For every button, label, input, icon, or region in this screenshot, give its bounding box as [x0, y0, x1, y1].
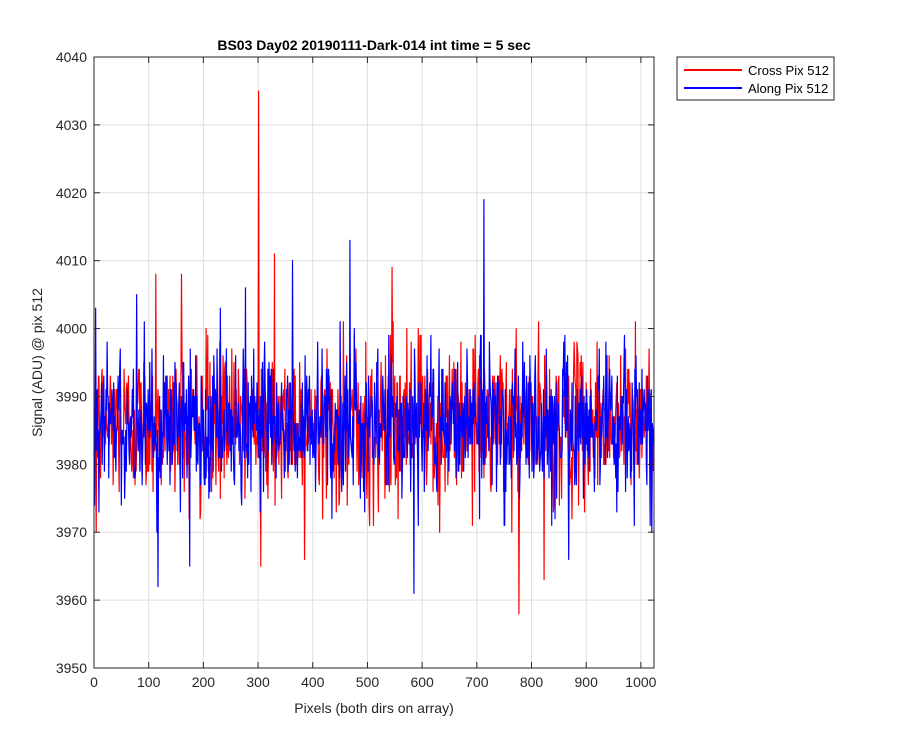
- series-line-along-pix-512: [93, 198, 655, 594]
- legend-box: [676, 56, 835, 101]
- y-tick-label: 3970: [56, 524, 87, 540]
- plot-area: [94, 57, 654, 668]
- y-tick-label: 3980: [56, 456, 87, 472]
- y-tick-label: 4020: [56, 185, 87, 201]
- x-tick-label: 200: [192, 674, 216, 690]
- x-tick-label: 300: [246, 674, 270, 690]
- legend: Cross Pix 512 Along Pix 512: [676, 56, 835, 101]
- y-tick-label: 3990: [56, 388, 87, 404]
- legend-label-cross: Cross Pix 512: [748, 63, 829, 78]
- axes-box: [93, 56, 655, 669]
- y-tick-label: 4030: [56, 117, 87, 133]
- series-layer: [93, 90, 655, 615]
- x-tick-label: 800: [520, 674, 544, 690]
- ticks: 0 100 200 300 400 500 600 700 800 900 1000 3950 3960…: [56, 49, 657, 690]
- x-tick-label: 400: [301, 674, 325, 690]
- y-axis-label: Signal (ADU) @ pix 512: [29, 288, 45, 437]
- x-tick-label: 100: [137, 674, 161, 690]
- x-tick-label: 900: [575, 674, 599, 690]
- chart-title: BS03 Day02 20190111-Dark-014 int time = …: [217, 37, 530, 53]
- x-tick-label: 0: [90, 674, 98, 690]
- y-tick-label: 4000: [56, 321, 87, 337]
- x-tick-label: 1000: [625, 674, 656, 690]
- x-tick-label: 600: [410, 674, 434, 690]
- y-tick-label: 3960: [56, 592, 87, 608]
- x-axis-label: Pixels (both dirs on array): [294, 700, 454, 716]
- legend-label-along: Along Pix 512: [748, 81, 828, 96]
- x-tick-label: 500: [356, 674, 380, 690]
- x-tick-label: 700: [465, 674, 489, 690]
- y-tick-label: 4040: [56, 49, 87, 65]
- y-tick-label: 3950: [56, 660, 87, 676]
- y-tick-label: 4010: [56, 253, 87, 269]
